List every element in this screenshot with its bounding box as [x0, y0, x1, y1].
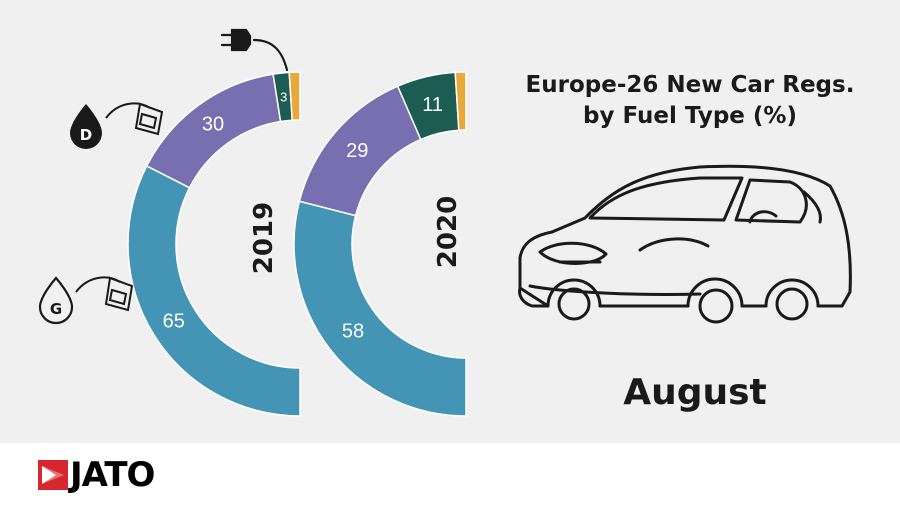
year-label-2019: 2019 [249, 202, 279, 274]
svg-text:D: D [80, 126, 92, 144]
car-outline-icon [518, 164, 852, 324]
footer [0, 443, 900, 507]
year-label-2020: 2020 [433, 196, 463, 268]
data-label-2019-2: 3 [280, 89, 287, 104]
slice-2019-3 [288, 71, 301, 122]
data-label-2020-1: 29 [346, 140, 368, 162]
slice-2020-3 [454, 71, 467, 132]
slice-2020-0 [293, 200, 467, 417]
half-donut-charts: 65 30 3 58 29 11 [127, 71, 467, 417]
data-label-2019-1: 30 [202, 113, 224, 135]
slice-2019-0 [127, 164, 301, 417]
data-label-2019-0: 65 [163, 310, 185, 332]
data-label-2020-2: 11 [422, 94, 443, 116]
chart-title-line-1: Europe-26 New Car Regs. [525, 72, 855, 98]
petrol-pump-icon: G [38, 276, 134, 325]
jato-logo-mark [38, 460, 68, 490]
data-label-2020-0: 58 [342, 321, 364, 343]
chart-svg: 65 30 3 58 29 11 D G 2019 2020 [38, 28, 852, 417]
jato-logo-text: JATO [70, 455, 155, 495]
svg-text:G: G [50, 300, 62, 318]
chart-title-line-2: by Fuel Type (%) [583, 103, 797, 129]
diesel-pump-icon: D [70, 102, 164, 149]
plug-icon [220, 28, 289, 72]
month-label: August [623, 372, 767, 413]
chart-title: Europe-26 New Car Regs. by Fuel Type (%) [470, 70, 900, 132]
